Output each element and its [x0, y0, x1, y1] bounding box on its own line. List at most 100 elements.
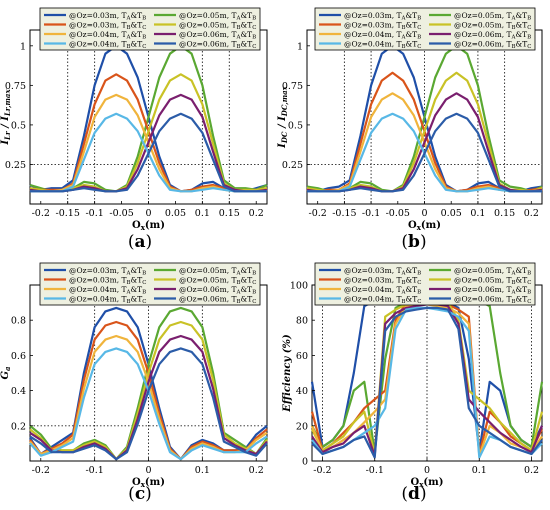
- x-axis-label: Ox(m): [132, 477, 165, 489]
- legend-entry-8: @Oz=0.06m, TB&TC: [454, 295, 531, 306]
- y-tick-label: 0.75: [5, 81, 26, 92]
- y-tick-label: 100: [290, 281, 308, 292]
- y-axis-label: Ga: [0, 366, 12, 380]
- legend-box: [314, 262, 536, 306]
- y-tick-label: 0.6: [11, 351, 26, 362]
- caption-a: (a): [127, 232, 153, 252]
- x-tick-label: 0: [424, 465, 430, 476]
- x-tick-label: -0.15: [332, 208, 356, 219]
- legend-entry-4: @Oz=0.05m, TB&TC: [179, 21, 256, 32]
- legend-entry-7: @Oz=0.04m, TB&TC: [69, 40, 146, 51]
- legend-entry-7: @Oz=0.04m, TB&TC: [69, 295, 146, 306]
- legend-entry-8: @Oz=0.06m, TB&TC: [454, 40, 531, 51]
- x-tick-label: -0.1: [85, 208, 103, 219]
- series-line-8: [30, 112, 267, 193]
- legend-entry-3: @Oz=0.03m, TB&TC: [344, 276, 421, 287]
- series-line-8: [311, 306, 543, 459]
- y-tick-label: 0: [302, 457, 308, 468]
- legend-box: [39, 7, 261, 51]
- legend-entry-2: @Oz=0.05m, TA&TB: [179, 11, 256, 22]
- x-tick-label: 0.1: [195, 208, 210, 219]
- x-tick-label: -0.2: [313, 465, 331, 476]
- x-axis-label: Ox(m): [408, 220, 441, 232]
- x-axis-label: Ox(m): [411, 477, 444, 489]
- x-tick-label: 0.15: [219, 208, 240, 219]
- x-tick-label: 0.05: [165, 208, 186, 219]
- y-tick-label: 1: [297, 41, 303, 52]
- chart-d-svg: -0.2 -0.1 0 0.1 0.2 0 20 40 60 80 100 Ox(m) Efficien…: [282, 262, 544, 489]
- legend-box: [314, 7, 536, 51]
- series-line-8: [29, 347, 268, 461]
- x-tick-label: 0.15: [494, 208, 515, 219]
- y-tick-label: 0.25: [282, 160, 303, 171]
- legend-entry-1: @Oz=0.03m, TA&TB: [344, 11, 421, 22]
- legend-entry-2: @Oz=0.05m, TA&TB: [454, 11, 531, 22]
- legend-entry-4: @Oz=0.05m, TB&TC: [454, 276, 531, 287]
- x-axis-label: Ox(m): [132, 220, 165, 232]
- series-line-8: [307, 112, 542, 193]
- x-tick-label: -0.1: [362, 208, 380, 219]
- x-tick-label: 0: [145, 208, 151, 219]
- legend-entry-3: @Oz=0.03m, TB&TC: [69, 21, 146, 32]
- caption-c: (c): [128, 484, 152, 504]
- chart-panel-a: -0.2 -0.15 -0.1 -0.05 0 0.05 0.1 0.15 0.2 0.25 0.5…: [0, 0, 275, 235]
- legend-entry-1: @Oz=0.03m, TA&TB: [69, 266, 146, 277]
- y-tick-label: 40: [296, 386, 308, 397]
- x-tick-label: -0.05: [109, 208, 133, 219]
- legend-entry-8: @Oz=0.06m, TB&TC: [179, 295, 256, 306]
- legend-entry-2: @Oz=0.05m, TA&TB: [454, 266, 531, 277]
- legend-entry-5: @Oz=0.04m, TA&TB: [344, 285, 421, 296]
- y-tick-label: 0.2: [11, 421, 26, 432]
- y-axis-label: ILr / ILr,max: [0, 89, 12, 146]
- x-tick-label: 0: [145, 465, 151, 476]
- legend-entry-6: @Oz=0.06m, TA&TB: [179, 285, 256, 296]
- y-tick-label: 0.75: [282, 81, 303, 92]
- legend-entry-6: @Oz=0.06m, TA&TB: [454, 285, 531, 296]
- chart-b-svg: -0.2 -0.15 -0.1 -0.05 0 0.05 0.1 0.15 0.2 0.25 0.5…: [277, 7, 543, 232]
- legend-box: [39, 262, 261, 306]
- legend-entry-5: @Oz=0.04m, TA&TB: [69, 30, 146, 41]
- legend-entry-4: @Oz=0.05m, TB&TC: [179, 276, 256, 287]
- x-tick-label: -0.2: [32, 208, 50, 219]
- legend-entry-5: @Oz=0.04m, TA&TB: [344, 30, 421, 41]
- x-tick-label: 0.1: [472, 465, 487, 476]
- y-tick-label: 60: [296, 351, 308, 362]
- caption-d: (d): [401, 484, 427, 504]
- y-axis-label: Efficiency (%): [282, 334, 293, 413]
- x-tick-label: -0.1: [366, 465, 384, 476]
- chart-panel-d: -0.2 -0.1 0 0.1 0.2 0 20 40 60 80 100 Ox(m) Efficien…: [275, 255, 550, 490]
- chart-panel-c: -0.2 -0.1 0 0.1 0.2 0.2 0.4 0.6 0.8 Ox(m) Ga @Oz=0.…: [0, 255, 275, 490]
- caption-b: (b): [401, 232, 427, 252]
- legend-entry-6: @Oz=0.06m, TA&TB: [179, 30, 256, 41]
- legend-entry-7: @Oz=0.04m, TB&TC: [344, 295, 421, 306]
- chart-c-svg: -0.2 -0.1 0 0.1 0.2 0.2 0.4 0.6 0.8 Ox(m) Ga @Oz=0.…: [0, 262, 268, 489]
- x-tick-label: 0.1: [195, 465, 210, 476]
- x-tick-label: 0.2: [524, 208, 539, 219]
- legend-entry-3: @Oz=0.03m, TB&TC: [344, 21, 421, 32]
- x-tick-label: 0.2: [249, 465, 264, 476]
- legend-entry-8: @Oz=0.06m, TB&TC: [179, 40, 256, 51]
- y-tick-label: 0.4: [11, 386, 26, 397]
- y-tick-label: 1: [20, 41, 26, 52]
- legend-entry-7: @Oz=0.04m, TB&TC: [344, 40, 421, 51]
- legend-entry-1: @Oz=0.03m, TA&TB: [69, 11, 146, 22]
- chart-a-svg: -0.2 -0.15 -0.1 -0.05 0 0.05 0.1 0.15 0.2 0.25 0.5…: [0, 7, 268, 232]
- x-tick-label: 0.2: [249, 208, 264, 219]
- x-tick-label: -0.15: [56, 208, 80, 219]
- y-tick-label: 80: [296, 316, 308, 327]
- y-axis-label: IDC / IDC,max: [277, 85, 289, 149]
- y-tick-label: 0.8: [11, 316, 26, 327]
- legend-entry-6: @Oz=0.06m, TA&TB: [454, 30, 531, 41]
- y-tick-label: 0.5: [288, 120, 303, 131]
- legend-entry-4: @Oz=0.05m, TB&TC: [454, 21, 531, 32]
- x-tick-label: -0.2: [32, 465, 50, 476]
- x-tick-label: 0.1: [470, 208, 485, 219]
- x-tick-label: 0.05: [441, 208, 462, 219]
- y-tick-label: 20: [296, 421, 308, 432]
- x-tick-label: -0.2: [309, 208, 327, 219]
- x-tick-label: 0: [421, 208, 427, 219]
- y-tick-label: 0.5: [11, 120, 26, 131]
- legend-entry-2: @Oz=0.05m, TA&TB: [179, 266, 256, 277]
- y-tick-label: 0.25: [5, 160, 26, 171]
- chart-panel-b: -0.2 -0.15 -0.1 -0.05 0 0.05 0.1 0.15 0.2 0.25 0.5…: [275, 0, 550, 235]
